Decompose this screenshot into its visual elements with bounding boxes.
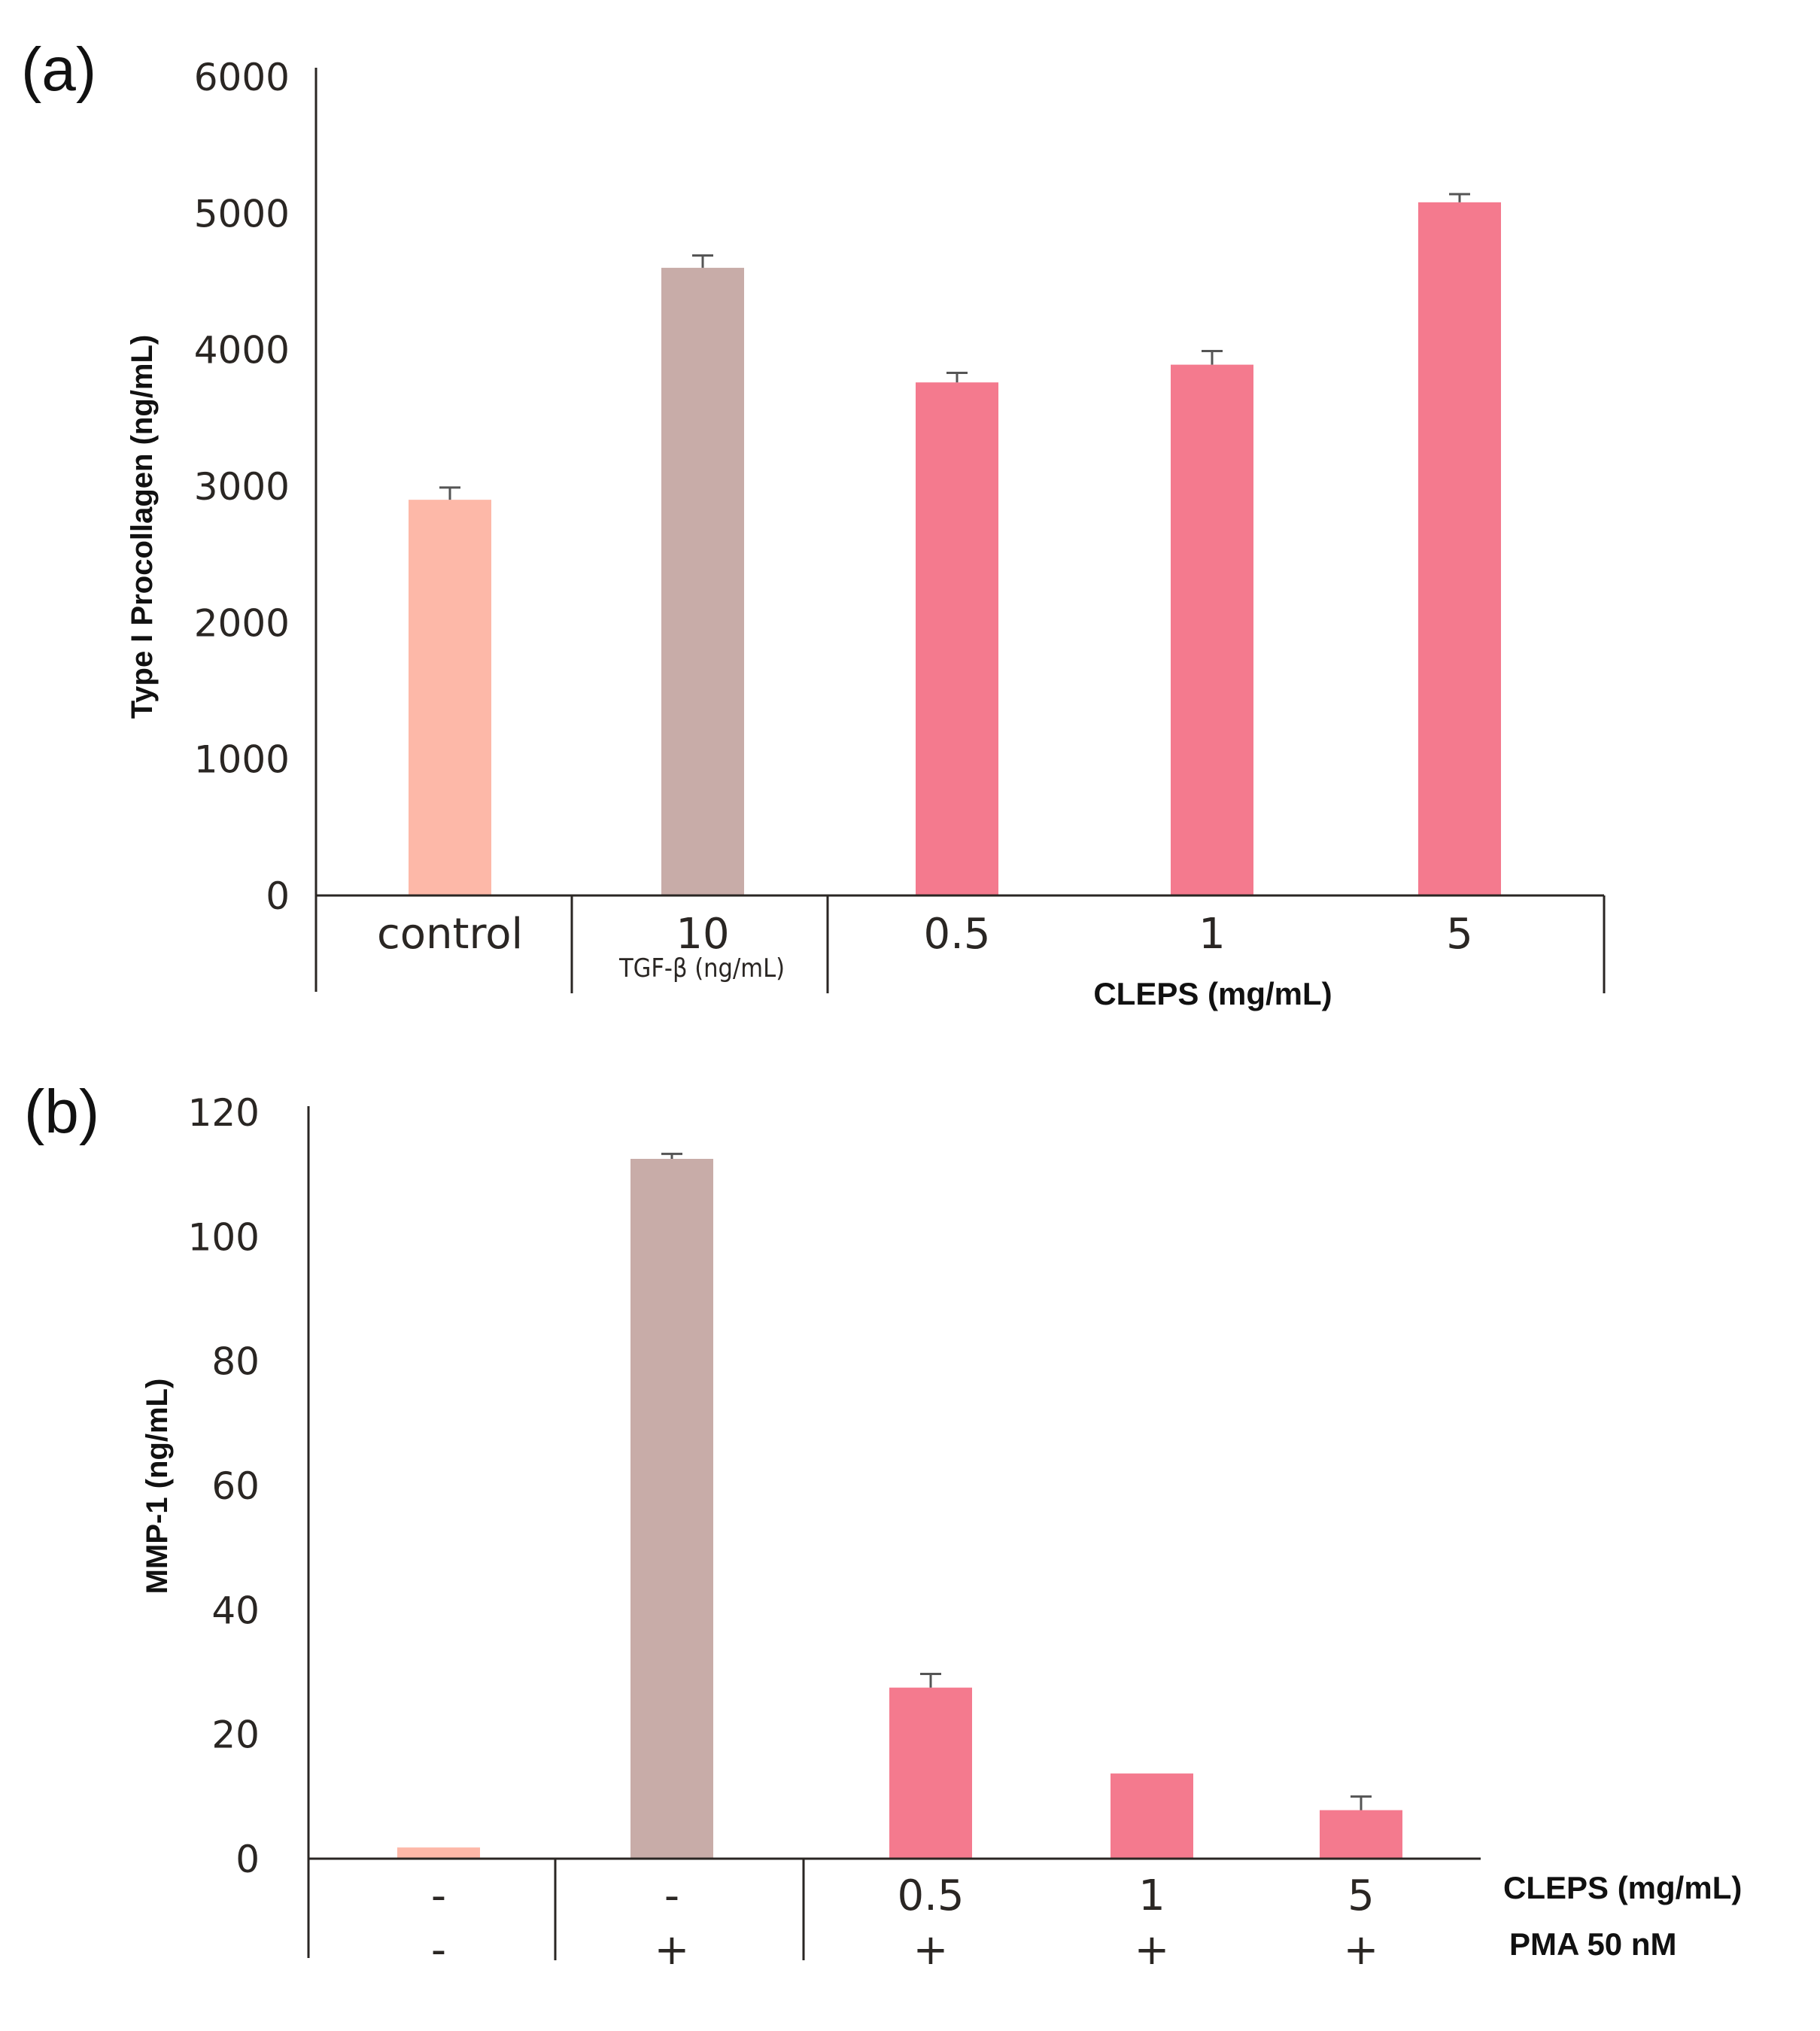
tgf-beta-sublabel: TGF-β (ng/mL) <box>618 953 785 984</box>
cleps-row-value: 5 <box>1348 1871 1375 1920</box>
chart-panel-b: (b) MMP-1 (ng/mL) 0 20 40 60 80 100 120 - - 0.5 1… <box>24 1078 1742 1975</box>
pma-row-value: + <box>655 1926 690 1975</box>
bar <box>916 382 998 896</box>
x-category-label: 10 <box>676 910 729 959</box>
y-tick-label: 6000 <box>194 56 290 99</box>
cleps-group-label-a: CLEPS (mg/mL) <box>1093 976 1332 1011</box>
y-tick-label: 0 <box>266 874 290 918</box>
y-axis-title-b: MMP-1 (ng/mL) <box>141 1379 174 1595</box>
y-axis-title-a: Type I Procollagen (ng/mL) <box>126 335 159 719</box>
x-category-label: 1 <box>1199 910 1226 959</box>
bar <box>409 500 491 895</box>
panel-label-a: (a) <box>21 35 96 104</box>
y-tick-label: 20 <box>211 1713 260 1757</box>
x-category-label: control <box>377 910 523 959</box>
y-tick-label: 0 <box>235 1838 260 1881</box>
bar <box>397 1847 480 1859</box>
y-tick-label: 5000 <box>194 192 290 236</box>
pma-row-value: + <box>1135 1926 1170 1975</box>
cleps-row-value: 0.5 <box>897 1871 964 1920</box>
pma-row-value: + <box>1344 1926 1379 1975</box>
x-category-label: 5 <box>1446 910 1473 959</box>
y-tick-label: 40 <box>211 1589 260 1632</box>
cleps-row-label-b: CLEPS (mg/mL) <box>1503 1870 1742 1905</box>
y-tick-label: 60 <box>211 1464 260 1508</box>
panel-label-b: (b) <box>24 1078 99 1146</box>
bar <box>1171 364 1253 895</box>
y-tick-label: 1000 <box>194 738 290 782</box>
bar <box>1320 1810 1402 1859</box>
y-tick-label: 2000 <box>194 601 290 645</box>
y-tick-label: 80 <box>211 1340 260 1384</box>
x-category-label: 0.5 <box>923 910 990 959</box>
bar <box>630 1159 713 1859</box>
pma-row-label-b: PMA 50 nM <box>1509 1926 1676 1962</box>
bar <box>1111 1773 1193 1859</box>
bar <box>889 1687 972 1859</box>
cleps-row-value: 1 <box>1138 1871 1165 1920</box>
pma-row-value: + <box>913 1926 949 1975</box>
chart-panel-a: (a) Type I Procollagen (ng/mL) 0 1000 2000… <box>21 35 1606 1011</box>
pma-row-value: - <box>431 1926 446 1975</box>
cleps-row-value: - <box>431 1871 446 1920</box>
y-tick-label: 120 <box>188 1091 260 1135</box>
cleps-row-value: - <box>664 1871 679 1920</box>
y-tick-label: 4000 <box>194 329 290 372</box>
bar <box>661 267 744 895</box>
bar <box>1418 202 1501 895</box>
y-tick-label: 3000 <box>194 465 290 509</box>
y-tick-label: 100 <box>188 1215 260 1259</box>
